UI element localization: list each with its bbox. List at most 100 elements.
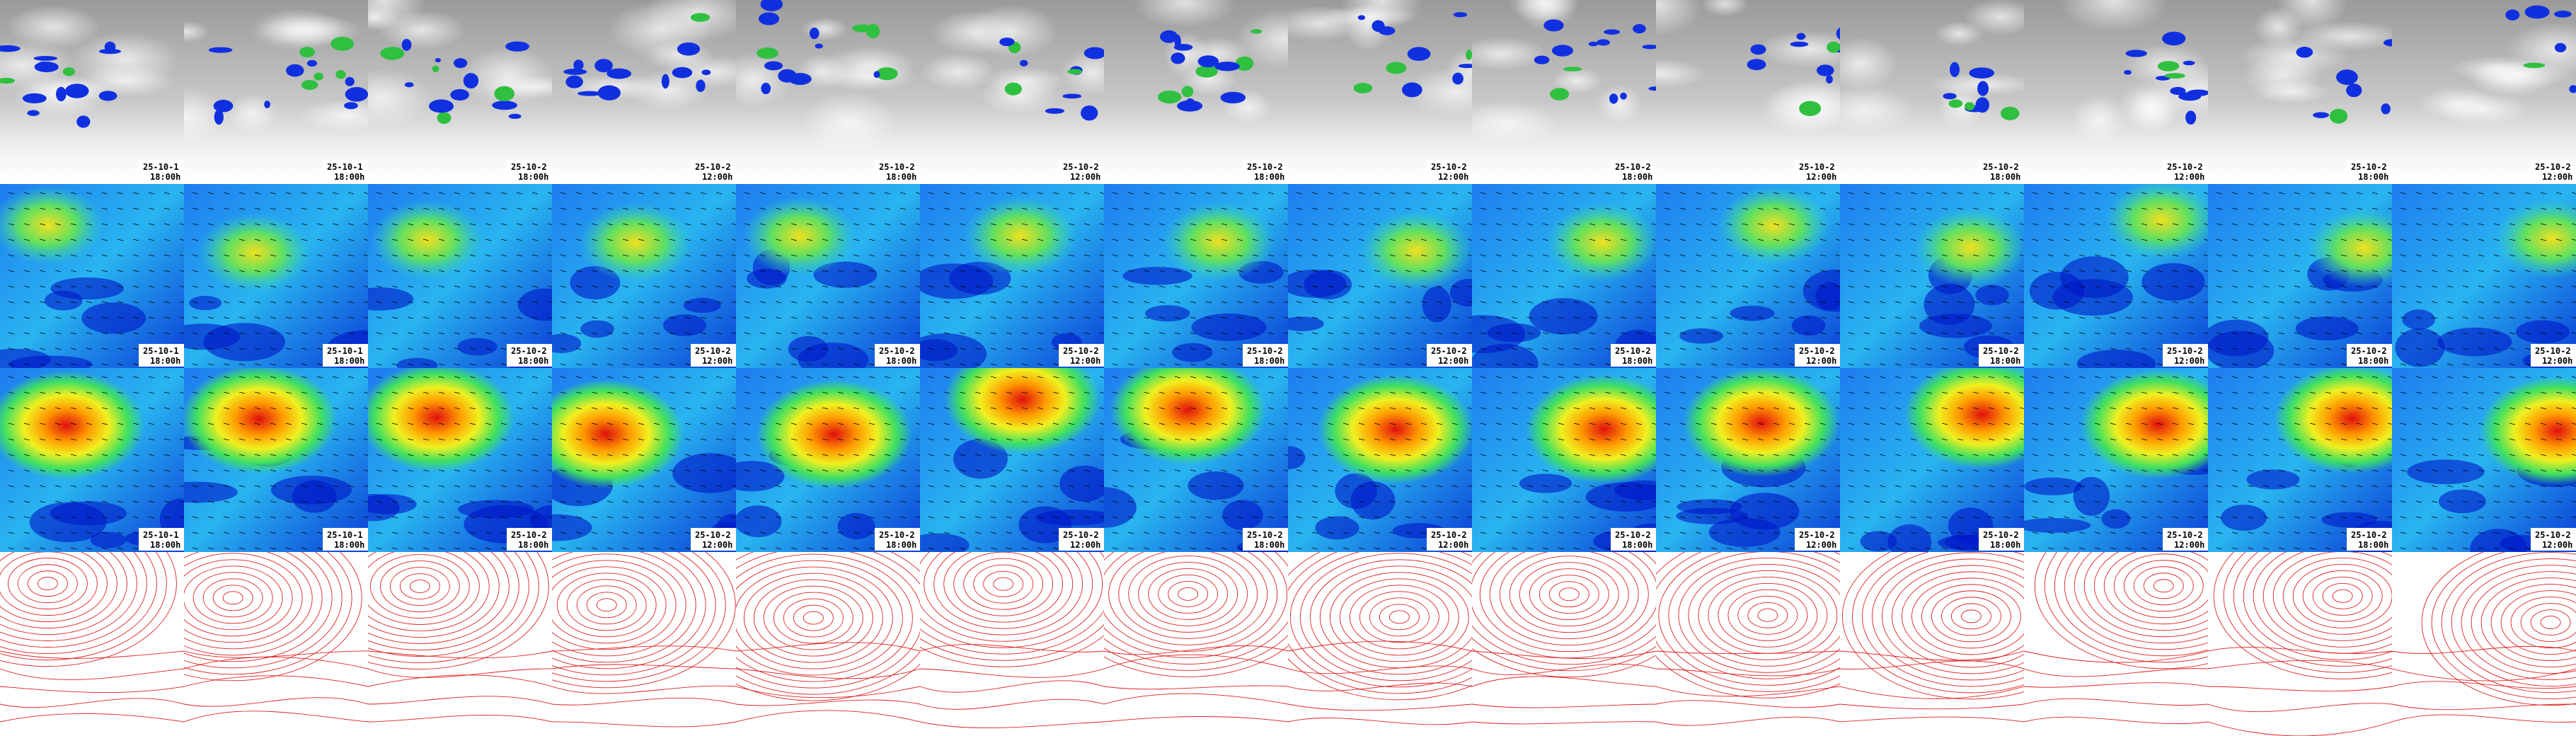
wind-barb (2231, 438, 2238, 441)
wind-barb (422, 376, 430, 379)
wind-barb (1558, 422, 1565, 425)
wind-barb (1174, 207, 1181, 210)
wind-barb (2063, 223, 2070, 226)
wind-barb (2187, 516, 2195, 519)
wind-barb (2187, 500, 2195, 503)
wind-barb (2325, 547, 2332, 550)
wind-barb (715, 207, 723, 210)
wind-barb (1052, 285, 1059, 288)
precip (1103, 98, 1104, 99)
time-label: 18:00h (518, 172, 548, 182)
wind-barb (1083, 438, 1091, 441)
wind-barb (1451, 422, 1459, 425)
wind-barb (2462, 347, 2469, 350)
wind-barb (2540, 454, 2547, 456)
wind-barb (2110, 363, 2117, 366)
wind-barb (1788, 223, 1795, 226)
wind-barb (2340, 547, 2347, 550)
time-label: 18:00h (1622, 356, 1652, 366)
wind-barb (1374, 376, 1381, 379)
wind-barb (700, 223, 707, 226)
wind-barb (990, 192, 997, 195)
wind-barb (438, 500, 445, 503)
wind-barb (2063, 285, 2070, 288)
wind-barb (454, 207, 461, 210)
wind-barb (899, 254, 907, 257)
wind-barb (363, 376, 368, 378)
wind-barb (2216, 516, 2223, 519)
wind-barb (1374, 422, 1381, 425)
wind-barb (2478, 192, 2485, 195)
wind-barb (1006, 270, 1013, 272)
wind-barb (301, 285, 308, 288)
wind-barb (1573, 223, 1580, 226)
wind-barb (101, 363, 108, 366)
wind-barb (653, 500, 660, 503)
wind-barb (1620, 407, 1627, 410)
wind-barb (1511, 192, 1518, 195)
wind-barb (684, 285, 691, 288)
wind-barb (1158, 238, 1166, 241)
wind-barb (2125, 192, 2132, 195)
wind-barb (8, 454, 15, 456)
wind-barb (744, 347, 751, 350)
wind-barb (1190, 469, 1197, 472)
wind-barb (207, 238, 214, 241)
wind-barb (715, 270, 723, 272)
wind-barb (2294, 500, 2301, 503)
wind-barb (1988, 422, 1995, 425)
wind-barb (207, 376, 214, 379)
wind-barb (2571, 376, 2576, 378)
wind-barb (669, 469, 676, 472)
wind-barb (1374, 407, 1381, 410)
precip (873, 71, 880, 79)
wind-barb (1190, 223, 1197, 226)
wind-barb (1158, 469, 1166, 472)
wind-barb (2047, 547, 2054, 550)
wind-barb (2294, 485, 2301, 488)
precip (98, 91, 117, 101)
wind-barb (1635, 391, 1643, 394)
wind-barb (2509, 270, 2516, 272)
wind-barb (148, 454, 155, 456)
wind-barb (775, 547, 782, 550)
wind-barb (684, 270, 691, 272)
precip (1943, 93, 1957, 100)
wind-barb (943, 516, 950, 519)
wind-barb (1773, 422, 1780, 425)
precip (435, 58, 441, 63)
wind-barb (1988, 207, 1995, 210)
wind-barb (1819, 376, 1827, 379)
wind-barb (2110, 531, 2117, 534)
wind-barb (1021, 363, 1028, 366)
wind-barb (500, 238, 507, 241)
wind-barb (2003, 207, 2011, 210)
precip (432, 65, 439, 73)
wind-barb (775, 376, 782, 379)
wind-barb (1620, 301, 1627, 304)
wind-barb (8, 469, 15, 472)
wind-barb (2371, 454, 2379, 456)
wind-barb (547, 332, 552, 334)
wind-barb (700, 238, 707, 241)
calm (736, 461, 785, 492)
wind-barb (943, 347, 950, 350)
wind-barb (1620, 422, 1627, 425)
wind-barb (2387, 270, 2392, 272)
wind-barb (1620, 238, 1627, 241)
wind-barb (1495, 485, 1502, 488)
wind-barb (438, 223, 445, 226)
wind-barb (653, 422, 660, 425)
wind-barb (1835, 516, 1840, 518)
wind-barb (2047, 223, 2054, 226)
wind-barb (376, 500, 383, 503)
wind-barb (2078, 332, 2086, 335)
wind-barb (2247, 516, 2254, 519)
wind-barb (8, 500, 15, 503)
label-box (1979, 160, 2024, 183)
wind-barb (2431, 485, 2438, 488)
wind-barb (1526, 316, 1534, 319)
wind-barb (238, 547, 246, 550)
wind-barb (516, 516, 523, 519)
wind-barb (1988, 238, 1995, 241)
